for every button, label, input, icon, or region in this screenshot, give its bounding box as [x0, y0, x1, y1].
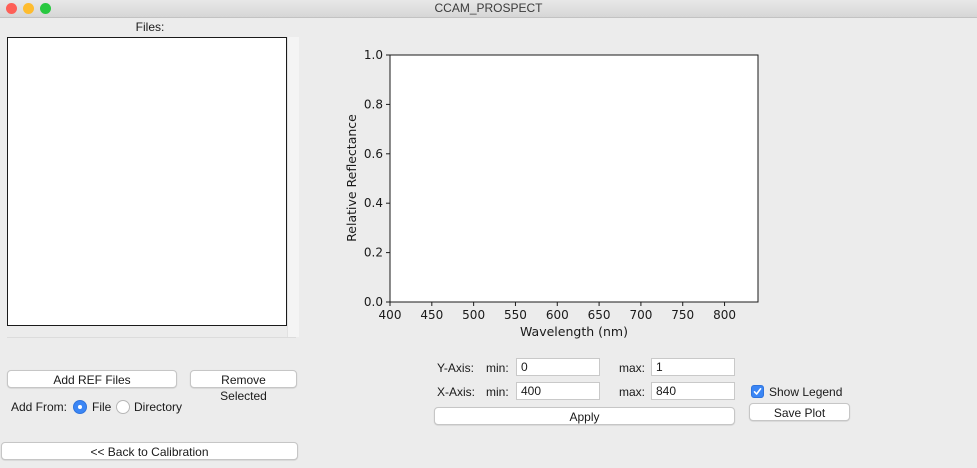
back-to-calibration-button[interactable]: << Back to Calibration — [1, 442, 298, 460]
y-min-label: min: — [486, 361, 509, 375]
x-min-input[interactable] — [516, 382, 600, 400]
x-max-input[interactable] — [651, 382, 735, 400]
y-axis-controls-label: Y-Axis: — [437, 361, 474, 375]
file-list[interactable] — [7, 37, 287, 326]
y-tick-label: 0.4 — [364, 196, 383, 210]
add-from-file-radio[interactable] — [73, 400, 87, 414]
zoom-window-icon[interactable] — [40, 3, 51, 14]
y-max-label: max: — [619, 361, 646, 375]
close-window-icon[interactable] — [6, 3, 17, 14]
show-legend-checkbox[interactable] — [751, 385, 764, 398]
minimize-window-icon[interactable] — [23, 3, 34, 14]
plot-area — [389, 54, 759, 303]
window-content: Files: Add REF Files Remove Selected Add… — [0, 18, 977, 468]
add-from-label: Add From: — [11, 400, 68, 414]
add-from-file-label[interactable]: File — [92, 400, 112, 414]
y-tick-label: 0.2 — [364, 246, 383, 260]
x-tick-label: 800 — [713, 308, 736, 322]
title-bar: CCAM_PROSPECT — [0, 0, 977, 18]
y-tick-label: 0.8 — [364, 97, 383, 111]
y-max-input[interactable] — [651, 358, 735, 376]
save-plot-button[interactable]: Save Plot — [749, 403, 850, 421]
y-axis: 0.0 0.2 0.4 0.6 0.8 1.0 — [364, 48, 390, 309]
file-list-scrollbar[interactable] — [287, 37, 299, 337]
x-tick-label: 400 — [379, 308, 402, 322]
y-axis-label: Relative Reflectance — [344, 114, 359, 242]
x-tick-label: 700 — [629, 308, 652, 322]
y-tick-label: 0.0 — [364, 295, 383, 309]
y-tick-label: 1.0 — [364, 48, 383, 62]
show-legend-label[interactable]: Show Legend — [769, 385, 843, 399]
x-axis: 400 450 500 550 600 650 700 750 800 — [379, 302, 736, 322]
window-title: CCAM_PROSPECT — [434, 1, 543, 15]
x-tick-label: 450 — [420, 308, 443, 322]
x-tick-label: 600 — [546, 308, 569, 322]
checkmark-icon — [753, 388, 762, 395]
add-ref-files-button[interactable]: Add REF Files — [7, 370, 177, 388]
y-min-input[interactable] — [516, 358, 600, 376]
file-list-divider — [7, 337, 296, 338]
x-min-label: min: — [486, 385, 509, 399]
x-tick-label: 500 — [462, 308, 485, 322]
x-tick-label: 550 — [504, 308, 527, 322]
apply-button[interactable]: Apply — [434, 407, 735, 425]
add-from-directory-radio[interactable] — [116, 400, 130, 414]
x-max-label: max: — [619, 385, 646, 399]
add-from-directory-label[interactable]: Directory — [134, 400, 183, 414]
x-axis-controls-label: X-Axis: — [437, 385, 476, 399]
y-tick-label: 0.6 — [364, 147, 383, 161]
remove-selected-button[interactable]: Remove Selected — [190, 370, 297, 403]
x-tick-label: 650 — [588, 308, 611, 322]
reflectance-plot: 400 450 500 550 600 650 700 750 800 0.0 0.2 0.4 0.6… — [344, 48, 759, 339]
x-axis-label: Wavelength (nm) — [520, 324, 628, 339]
files-label: Files: — [135, 20, 165, 34]
x-tick-label: 750 — [671, 308, 694, 322]
